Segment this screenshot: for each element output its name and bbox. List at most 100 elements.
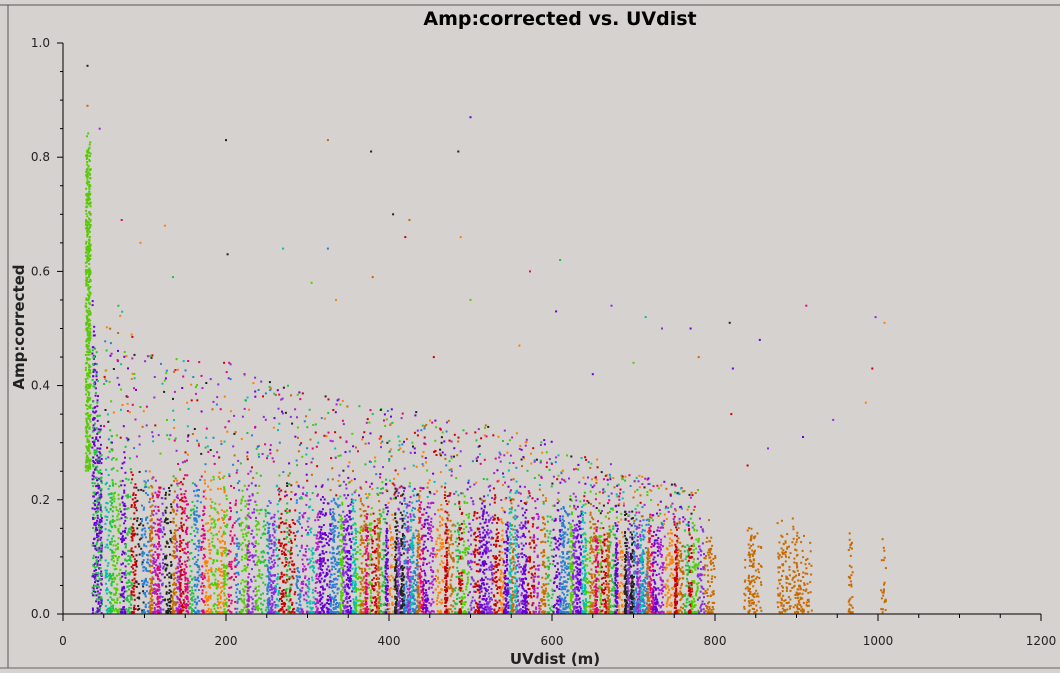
scatter-point <box>242 600 245 603</box>
scatter-point <box>129 495 132 498</box>
scatter-point <box>236 545 239 548</box>
scatter-point <box>154 592 156 595</box>
scatter-point <box>386 597 389 600</box>
scatter-point <box>141 504 143 507</box>
scatter-point <box>380 515 383 518</box>
scatter-point <box>193 513 196 516</box>
scatter-point <box>370 556 373 559</box>
scatter-point <box>270 605 273 608</box>
scatter-point <box>193 610 195 612</box>
scatter-point <box>178 578 181 581</box>
scatter-point <box>298 571 301 574</box>
scatter-point <box>351 582 354 584</box>
scatter-point <box>260 602 263 605</box>
scatter-point <box>341 558 344 561</box>
scatter-point <box>159 544 162 547</box>
scatter-point <box>161 599 164 602</box>
scatter-point <box>370 538 373 541</box>
scatter-point <box>289 550 291 553</box>
scatter-point <box>319 581 322 584</box>
scatter-point <box>151 582 153 585</box>
scatter-point <box>364 581 367 584</box>
scatter-point <box>287 564 290 567</box>
scatter-point <box>186 546 189 549</box>
scatter-point <box>350 510 353 513</box>
scatter-point <box>168 592 171 595</box>
scatter-point <box>131 611 133 614</box>
scatter-point <box>88 426 91 429</box>
scatter-point <box>168 584 171 587</box>
scatter-point <box>223 611 225 614</box>
scatter-point <box>276 554 279 557</box>
scatter-point <box>345 578 348 581</box>
scatter-point <box>337 552 340 555</box>
scatter-point <box>96 575 99 577</box>
scatter-point <box>259 561 262 564</box>
scatter-point <box>153 543 156 546</box>
scatter-point <box>371 558 374 561</box>
scatter-point <box>213 592 216 595</box>
scatter-point <box>345 611 348 614</box>
scatter-point <box>295 501 298 504</box>
scatter-point <box>115 589 118 592</box>
scatter-point <box>293 571 296 573</box>
scatter-point <box>352 507 355 510</box>
scatter-point <box>369 530 372 532</box>
scatter-point <box>347 494 350 497</box>
scatter-point <box>375 598 378 601</box>
scatter-point <box>349 545 352 548</box>
scatter-point <box>207 522 210 525</box>
scatter-point <box>198 489 200 491</box>
scatter-point <box>99 478 102 481</box>
scatter-point <box>112 535 115 538</box>
scatter-point <box>253 575 256 578</box>
scatter-point <box>323 498 326 501</box>
scatter-point <box>135 560 138 563</box>
scatter-point <box>269 573 272 576</box>
scatter-point <box>176 608 179 611</box>
scatter-point <box>114 555 117 558</box>
scatter-point <box>285 558 288 560</box>
scatter-point <box>300 546 303 549</box>
scatter-point <box>336 606 339 609</box>
scatter-point <box>245 526 248 528</box>
scatter-point <box>335 603 337 606</box>
scatter-point <box>304 512 307 514</box>
scatter-point <box>373 588 376 591</box>
scatter-point <box>185 587 188 589</box>
scatter-point <box>223 592 226 595</box>
scatter-point <box>276 525 279 528</box>
scatter-point <box>229 530 232 533</box>
scatter-point <box>86 299 89 302</box>
scatter-point <box>149 570 152 572</box>
scatter-point <box>88 155 91 158</box>
scatter-point <box>202 537 205 540</box>
scatter-point <box>162 608 165 611</box>
scatter-point <box>352 588 355 591</box>
scatter-point <box>316 607 319 610</box>
scatter-point <box>163 533 166 536</box>
scatter-point <box>184 507 187 510</box>
scatter-point <box>344 528 347 531</box>
scatter-point <box>216 604 219 607</box>
scatter-point <box>367 557 370 560</box>
scatter-point <box>112 560 115 563</box>
scatter-point <box>262 532 265 535</box>
scatter-point <box>86 357 88 360</box>
scatter-point <box>360 514 363 517</box>
scatter-point <box>252 590 255 593</box>
scatter-point <box>243 565 246 567</box>
scatter-point <box>185 503 188 506</box>
scatter-point <box>134 563 137 566</box>
scatter-point <box>265 606 268 609</box>
scatter-point <box>360 588 362 591</box>
scatter-point <box>287 608 290 611</box>
scatter-point <box>275 547 278 549</box>
scatter-point <box>157 556 160 559</box>
scatter-point <box>385 534 388 537</box>
scatter-point <box>134 569 137 572</box>
scatter-point <box>208 611 211 614</box>
scatter-point <box>233 521 236 524</box>
scatter-point <box>87 357 90 360</box>
scatter-point <box>347 558 350 561</box>
